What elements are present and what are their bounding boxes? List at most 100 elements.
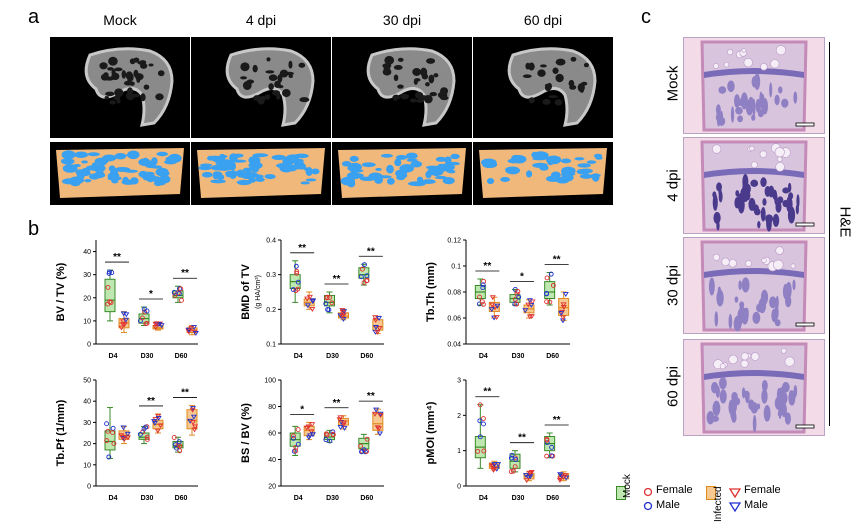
x-tick-label: D4 xyxy=(479,495,488,502)
data-point-mock xyxy=(364,273,370,279)
data-point-infected xyxy=(189,407,196,413)
trabecular-stain xyxy=(787,182,792,193)
trabecula xyxy=(586,160,597,164)
x-tick-label: D30 xyxy=(141,353,154,360)
ct-section-drawing xyxy=(225,47,315,127)
trabecular-stain xyxy=(762,198,767,206)
epiphysis-space xyxy=(745,260,752,267)
data-point-mock xyxy=(179,297,184,303)
trabecular-stain xyxy=(730,106,735,123)
he-section-image xyxy=(683,339,825,436)
ct-section-drawing xyxy=(507,47,597,127)
trabecular-stain xyxy=(742,173,749,190)
data-point-mock xyxy=(544,275,550,281)
x-tick-label: D60 xyxy=(546,353,559,360)
data-point-mock xyxy=(549,444,555,450)
trabecular-pore xyxy=(570,56,577,62)
trabecular-pore xyxy=(252,64,258,73)
trabecular-pore xyxy=(393,65,403,70)
trabecular-stain xyxy=(788,390,794,401)
data-point-mock xyxy=(512,296,518,302)
male-circle-icon xyxy=(643,501,653,511)
trabecular-stain xyxy=(741,277,750,293)
data-point-infected xyxy=(491,462,498,468)
trabecular-pore xyxy=(109,100,116,105)
trabecular-stain xyxy=(781,98,789,108)
x-tick-label: D4 xyxy=(109,495,118,502)
y-tick-label: 0 xyxy=(87,484,91,491)
trabecular-pore xyxy=(384,55,395,65)
epiphysis-space xyxy=(741,47,747,53)
trabecular-stain xyxy=(784,412,791,425)
data-point-mock xyxy=(176,439,182,445)
data-point-mock xyxy=(324,432,330,438)
trabecular-stain xyxy=(719,110,724,126)
trabecula xyxy=(62,164,78,173)
trabecula xyxy=(300,181,310,185)
y-axis-label: BMD of TV xyxy=(240,264,252,320)
trabecula xyxy=(386,177,395,185)
data-point-mock xyxy=(364,436,370,442)
data-point-mock xyxy=(358,274,364,280)
trabecular-pore xyxy=(433,73,439,78)
data-point-mock xyxy=(330,432,336,438)
data-point-mock xyxy=(547,299,553,305)
x-tick-label: D30 xyxy=(326,353,339,360)
trabecular-pore xyxy=(99,62,108,70)
trabecula xyxy=(236,169,245,178)
data-point-infected xyxy=(157,423,164,429)
trabecula xyxy=(84,179,92,183)
trabecular-stain xyxy=(752,311,761,324)
trabecular-pore xyxy=(437,91,448,99)
trabecular-stain xyxy=(781,402,787,418)
data-point-mock xyxy=(177,448,183,454)
y-tick-label: 0.08 xyxy=(447,290,461,297)
data-point-infected xyxy=(373,407,380,413)
data-point-mock xyxy=(477,434,483,440)
significance-label: ** xyxy=(553,415,561,426)
trabecula xyxy=(114,152,127,160)
trabecular-stain xyxy=(760,207,766,222)
data-point-mock xyxy=(110,425,116,431)
trabecula xyxy=(395,154,408,160)
epiphysis-space xyxy=(780,348,787,354)
female-circle-icon xyxy=(643,487,653,497)
data-point-infected xyxy=(119,435,126,441)
trabecular-stain xyxy=(711,382,719,394)
data-point-infected xyxy=(556,477,563,483)
trabecular-stain xyxy=(774,319,781,327)
significance-label: ** xyxy=(333,398,341,409)
trabecula xyxy=(347,180,356,188)
trabecula xyxy=(531,151,538,158)
y-tick-label: 2 xyxy=(457,413,461,420)
data-point-mock xyxy=(326,307,332,313)
trabecula xyxy=(547,159,554,166)
data-point-infected xyxy=(151,419,158,425)
trabecular-stain xyxy=(734,94,741,108)
data-point-infected xyxy=(336,417,343,423)
significance-label: ** xyxy=(298,243,306,254)
trabecular-pore xyxy=(522,74,532,78)
epiphysis-space xyxy=(773,259,784,271)
data-point-mock xyxy=(548,271,554,277)
data-point-mock xyxy=(144,436,150,442)
data-point-mock xyxy=(106,269,112,275)
ct-3d-drawing xyxy=(56,148,184,198)
trabecular-pore xyxy=(282,89,291,98)
trabecula xyxy=(447,161,460,166)
data-point-mock xyxy=(172,292,178,298)
trabecula xyxy=(368,172,383,181)
trabecular-pore xyxy=(268,83,274,91)
trabecula xyxy=(111,178,119,184)
trabecular-pore xyxy=(107,67,114,71)
y-tick-label: 0.06 xyxy=(447,316,461,323)
epiphysis-space xyxy=(712,144,722,154)
trabecular-stain xyxy=(759,91,763,108)
epiphysis-space xyxy=(728,259,737,268)
trabecular-stain xyxy=(715,104,721,116)
data-point-mock xyxy=(291,435,296,441)
data-point-infected xyxy=(309,307,316,312)
trabecular-stain xyxy=(771,308,778,323)
trabecula xyxy=(394,158,402,167)
y-tick-label: 0.2 xyxy=(266,307,276,314)
